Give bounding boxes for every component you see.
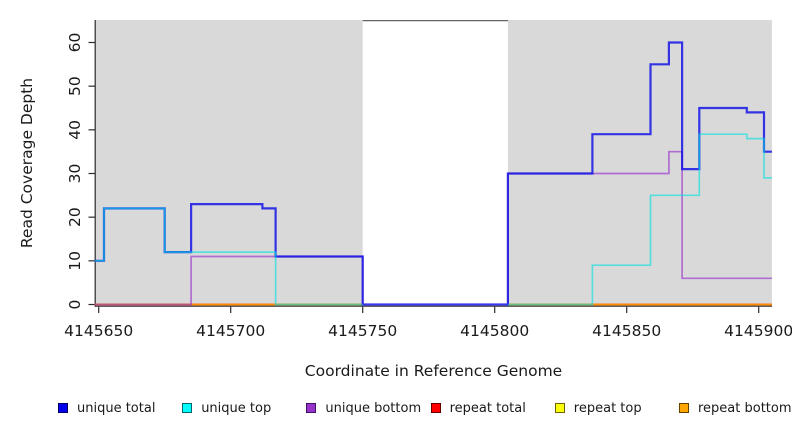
legend-label: repeat top: [573, 400, 642, 416]
legend-item-repeat-bottom: repeat bottom: [679, 399, 792, 417]
x-tick-label: 4145900: [724, 322, 792, 340]
y-tick-label: 30: [66, 164, 84, 184]
series-line-unique-top: [94, 207, 363, 306]
legend-label: unique top: [201, 400, 272, 416]
unique-total-swatch-icon: [58, 403, 68, 413]
repeat-top-swatch-icon: [554, 403, 565, 413]
x-tick-label: 4145850: [592, 322, 661, 340]
x-tick-label: 4145750: [328, 322, 397, 340]
legend-label: unique total: [77, 400, 156, 416]
x-tick-label: 4145650: [64, 322, 133, 340]
series-line-unique-top: [507, 133, 772, 306]
y-tick-label: 0: [66, 300, 84, 310]
unique-top-swatch-icon: [182, 403, 193, 413]
x-tick-label: 4145700: [196, 322, 265, 340]
y-axis-title: Read Coverage Depth: [18, 77, 36, 249]
shaded-region: [507, 20, 772, 306]
x-axis-title: Coordinate in Reference Genome: [304, 362, 563, 380]
repeat-bottom-swatch-icon: [679, 403, 689, 413]
repeat-total-swatch-icon: [430, 403, 441, 413]
legend-item-repeat-top: repeat top: [554, 399, 642, 417]
shaded-region: [94, 20, 363, 306]
legend-item-unique-top: unique top: [182, 399, 271, 417]
legend-item-unique-bottom: unique bottom: [306, 399, 421, 417]
unique-bottom-swatch-icon: [306, 403, 317, 413]
legend-item-unique-total: unique total: [58, 399, 155, 417]
legend-item-repeat-total: repeat total: [430, 399, 526, 417]
y-tick-label: 40: [66, 120, 84, 140]
y-tick-label: 20: [66, 207, 84, 227]
legend-label: repeat bottom: [698, 400, 792, 416]
x-tick-label: 4145800: [460, 322, 529, 340]
y-tick-label: 10: [66, 251, 84, 271]
y-tick-label: 50: [66, 76, 84, 96]
legend: unique total unique top unique bottom re…: [0, 399, 792, 419]
legend-label: repeat total: [449, 400, 526, 416]
y-tick-label: 60: [66, 33, 84, 53]
legend-label: unique bottom: [325, 400, 422, 416]
